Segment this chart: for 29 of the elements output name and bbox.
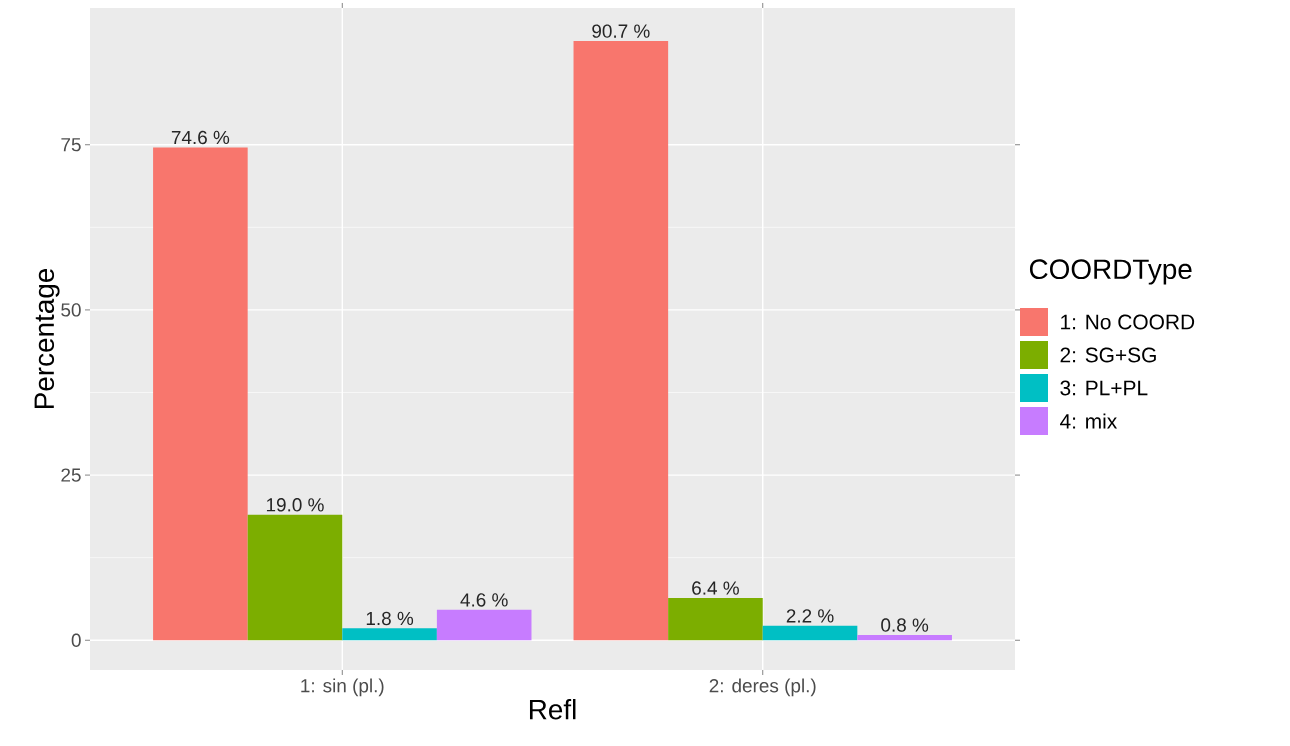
legend-title: COORDType <box>1029 259 1192 285</box>
bar <box>573 41 669 641</box>
y-tick-label: 50 <box>61 303 81 317</box>
data-label: 1.8 % <box>366 611 414 626</box>
bar <box>857 634 952 641</box>
legend-label: 2: SG+SG <box>1060 347 1156 363</box>
data-label: 90.7 % <box>592 24 650 38</box>
legend-label: 1: No COORD <box>1061 314 1195 330</box>
y-axis-title: Percentage <box>34 268 60 409</box>
data-label: 74.6 % <box>171 130 230 145</box>
bar <box>153 147 248 641</box>
bar <box>668 597 763 641</box>
y-tick-label: 25 <box>61 468 81 482</box>
data-label: 6.4 % <box>692 581 739 595</box>
y-tick-label: 75 <box>61 138 81 152</box>
y-tick-label: 0 <box>71 633 81 647</box>
bar <box>762 625 858 641</box>
legend-label: 4: mix <box>1060 413 1118 429</box>
x-tick-label: 1: sin (pl.) <box>301 678 384 697</box>
data-label: 19.0 % <box>266 498 324 512</box>
data-label: 0.8 % <box>881 618 929 632</box>
data-label: 4.6 % <box>460 593 508 607</box>
x-tick-label: 2: deres (pl.) <box>709 678 816 697</box>
data-label: 2.2 % <box>786 609 834 623</box>
x-axis-title: Refl <box>529 699 576 720</box>
bar <box>436 609 532 641</box>
bar <box>342 628 437 641</box>
legend-label: 3: PL+PL <box>1060 380 1148 396</box>
bar <box>247 514 343 641</box>
